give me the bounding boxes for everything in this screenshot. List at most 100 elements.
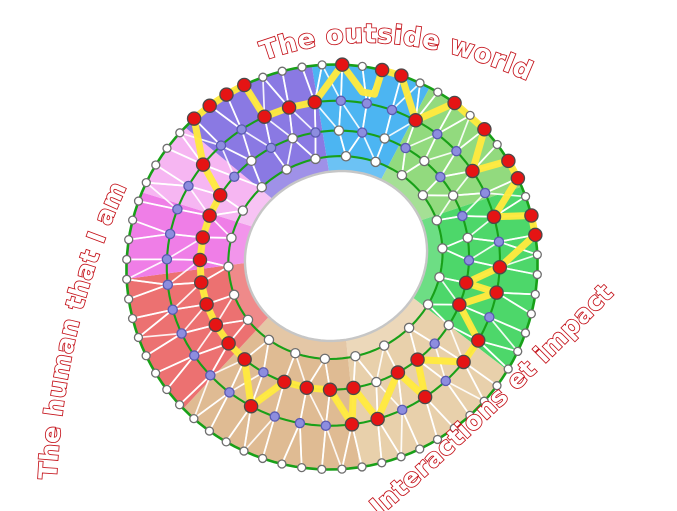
mesh-line (375, 345, 386, 383)
mesh-line (285, 138, 294, 170)
wheel-node (449, 423, 459, 433)
mesh-line (281, 422, 301, 465)
mesh-line (243, 406, 252, 452)
mesh-line (445, 380, 471, 416)
wheel-node (530, 289, 540, 299)
wheel-node (237, 205, 249, 216)
wheel-node (479, 396, 489, 406)
wheel-node-selected (219, 87, 234, 102)
mesh-line (145, 332, 183, 357)
mesh-line (376, 418, 402, 458)
wheel-node (277, 459, 287, 469)
wheel-hole (243, 169, 429, 343)
mesh-line (138, 332, 182, 339)
wheel-node (396, 452, 406, 462)
wheel-mesh-layer (122, 57, 543, 474)
wheel-node-selected (374, 62, 390, 78)
wheel-node-selected (458, 275, 474, 291)
wheel-node (513, 346, 523, 357)
wheel-node (189, 413, 199, 424)
wheel-node (457, 210, 468, 222)
mesh-line (166, 355, 195, 391)
wheel-node (162, 384, 172, 395)
wheel-node (493, 236, 505, 247)
wheel-node (269, 411, 281, 422)
wheel-node (403, 322, 415, 334)
mesh-line (132, 219, 171, 235)
wheel-node (396, 169, 408, 181)
mesh-line (299, 423, 303, 468)
wheel-node (258, 72, 268, 82)
wheel-node (419, 155, 430, 167)
wheel-node (377, 458, 387, 468)
wheel-node (127, 313, 138, 324)
wheel-node-selected (452, 297, 467, 312)
mesh-line (208, 391, 231, 432)
mesh-line (361, 66, 368, 104)
wheel-node-selected (237, 77, 252, 93)
wheel-node (174, 400, 185, 410)
wheel-node (281, 164, 292, 175)
wheel-node (396, 404, 408, 416)
wheel-node (443, 319, 454, 331)
wheel-node (357, 462, 367, 472)
mesh-line (128, 233, 171, 241)
wheel-node (277, 66, 287, 76)
wheel-node (257, 453, 268, 464)
wheel-node (221, 437, 231, 447)
wheel-node-selected (237, 352, 252, 367)
wheel-node (463, 255, 475, 266)
wheel-node-selected (447, 95, 462, 111)
mesh-line (240, 129, 253, 162)
wheel-node (357, 61, 367, 72)
wheel-node-selected (501, 153, 516, 169)
mesh-line (137, 309, 174, 339)
mesh-line (453, 192, 486, 197)
wheel-node (431, 215, 443, 226)
wheel-node (320, 420, 332, 431)
wheel-node (317, 464, 327, 474)
wheel-node (479, 187, 491, 199)
mesh-line (488, 316, 519, 352)
wheel-node (128, 215, 138, 225)
mesh-line (193, 391, 230, 420)
mesh-line (262, 339, 270, 373)
wheel-node-selected (390, 365, 406, 380)
mesh-line (341, 424, 353, 470)
wheel-node (356, 127, 368, 138)
wheel-node (258, 367, 269, 378)
wheel-node (133, 196, 144, 206)
mesh-line (325, 425, 343, 470)
mesh-line (320, 425, 327, 470)
wheel-node (520, 328, 531, 338)
wheel-node-selected (486, 209, 502, 225)
wheel-node (335, 95, 347, 107)
mesh-line (261, 416, 276, 459)
wheel-node (437, 243, 448, 254)
wheel-node-selected (221, 336, 236, 351)
wheel-node (462, 232, 473, 244)
wheel-node (429, 338, 440, 349)
mesh-line (461, 192, 486, 217)
mesh-line (445, 380, 485, 402)
wheel-node (239, 446, 249, 456)
wheel-node (229, 171, 240, 182)
wheel-node (290, 347, 301, 359)
wheel-node (205, 370, 216, 381)
wheel-node (141, 177, 151, 188)
wheel-node (189, 350, 200, 361)
wheel-node (532, 269, 542, 280)
mesh-line (488, 316, 526, 334)
mesh-line (424, 150, 457, 162)
wheel-node (141, 351, 151, 361)
wheel-node (492, 139, 502, 150)
wheel-node (415, 444, 425, 454)
wheel-node (183, 180, 194, 192)
mesh-line (243, 415, 276, 452)
mesh-line (128, 283, 169, 300)
mesh-line (138, 200, 178, 211)
wheel-node-selected (281, 100, 297, 115)
wheel-node (204, 426, 215, 436)
wheel-node (333, 125, 345, 136)
